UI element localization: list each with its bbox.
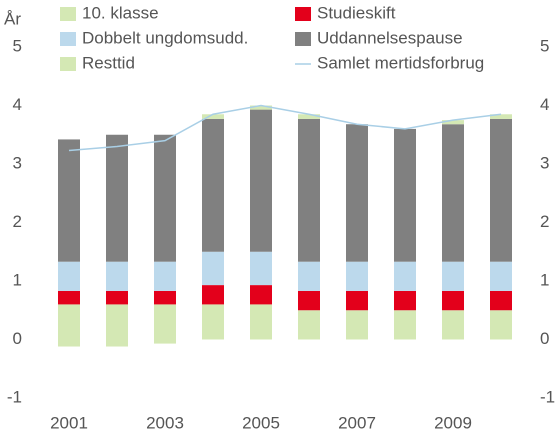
bar-segment [202, 118, 224, 252]
bar-segment [154, 261, 176, 291]
bar-segment [490, 290, 512, 311]
bar-segment [298, 114, 320, 119]
bar-segment [346, 261, 368, 291]
legend-swatch [60, 32, 76, 46]
bar-segment [298, 290, 320, 311]
bar-segment [346, 290, 368, 311]
bar-segment [250, 304, 272, 340]
legend-label: 10. klasse [82, 3, 159, 22]
y2-tick-label: 4 [540, 95, 549, 114]
y2-tick-label: 3 [540, 153, 549, 172]
bar-segment [250, 285, 272, 305]
y2-tick-label: 1 [540, 270, 549, 289]
y2-tick-label: 0 [540, 329, 549, 348]
bar-segment [298, 310, 320, 340]
x-tick-label: 2005 [242, 413, 280, 432]
bar-segment [250, 251, 272, 286]
y-tick-label: 4 [13, 95, 22, 114]
bar-segment [442, 124, 464, 262]
bar-segment [442, 290, 464, 311]
legend-label: Studieskift [317, 3, 396, 22]
line [68, 104, 502, 152]
bar-segment [298, 118, 320, 262]
x-tick-label: 2009 [434, 413, 472, 432]
bar-segment [202, 304, 224, 340]
bar-segment [346, 310, 368, 340]
bar-segment [250, 105, 272, 110]
x-tick-label: 2003 [146, 413, 184, 432]
y-tick-label: 2 [13, 212, 22, 231]
bar-segment [442, 120, 464, 125]
y-tick-label: -1 [7, 387, 22, 406]
bar-segment [394, 290, 416, 311]
bar-segment [394, 261, 416, 291]
y-tick-label: 3 [13, 153, 22, 172]
y-axis-label: År [4, 9, 21, 28]
x-tick-label: 2007 [338, 413, 376, 432]
legend-label: Samlet mertidsforbrug [317, 53, 484, 72]
bar-segment [202, 114, 224, 119]
bar-segment [298, 261, 320, 291]
bar-segment [202, 285, 224, 305]
y-tick-label: 5 [13, 36, 22, 55]
y2-tick-label: 5 [540, 36, 549, 55]
bar-segment [58, 261, 80, 291]
y-tick-label: 0 [13, 329, 22, 348]
x-tick-label: 2001 [50, 413, 88, 432]
bar-segment [490, 118, 512, 262]
bar-segment [58, 339, 80, 347]
bar-segment [490, 261, 512, 291]
bar-segment [154, 339, 176, 344]
bar-segment [154, 304, 176, 340]
bar-segment [58, 139, 80, 262]
bar-segment [106, 290, 128, 305]
legend-label: Dobbelt ungdomsudd. [82, 28, 248, 47]
legend-label: Uddannelsespause [317, 28, 463, 47]
bar-segment [442, 261, 464, 291]
bar-segment [490, 310, 512, 340]
legend-swatch [60, 7, 76, 21]
bar-segment [442, 310, 464, 340]
bar-segment [106, 261, 128, 291]
bar-segment [490, 114, 512, 119]
legend-swatch [295, 7, 311, 21]
bar-segment [106, 134, 128, 262]
y2-tick-label: -1 [540, 387, 555, 406]
bar-segment [394, 310, 416, 340]
bar-segment [394, 128, 416, 262]
bar-segment [346, 124, 368, 262]
bar-segment [106, 339, 128, 347]
bar-segment [250, 109, 272, 252]
bar-segment [154, 290, 176, 305]
bar-segment [154, 134, 176, 262]
legend-label: Resttid [82, 53, 135, 72]
bar-segment [106, 304, 128, 340]
bar-segment [58, 290, 80, 305]
legend-swatch [60, 57, 76, 71]
legend-swatch [295, 32, 311, 46]
bar-segment [202, 251, 224, 286]
y-tick-label: 1 [13, 270, 22, 289]
y2-tick-label: 2 [540, 212, 549, 231]
bar-segment [58, 304, 80, 340]
